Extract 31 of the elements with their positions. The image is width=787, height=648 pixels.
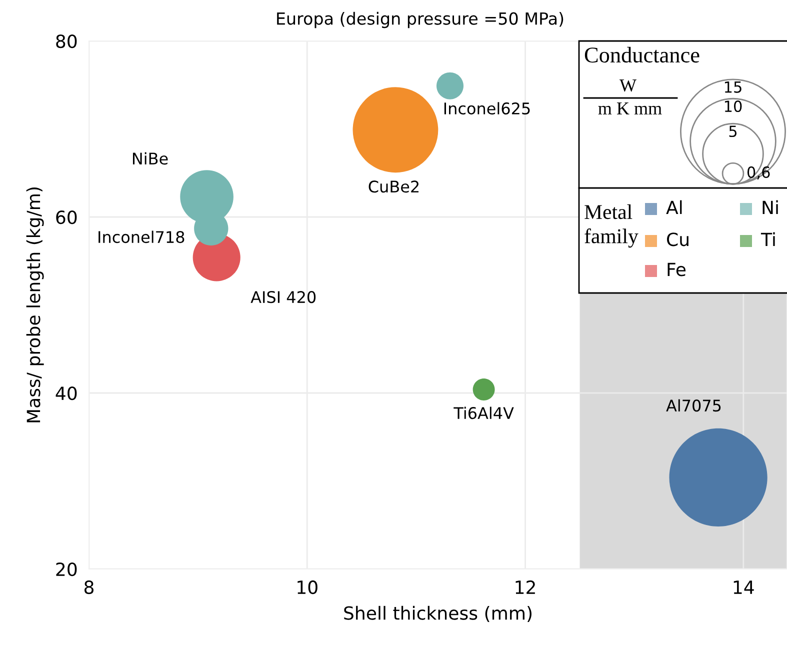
legend-label: 0,6 [747,166,770,180]
chart-title: Europa (design pressure =50 MPa) [277,12,564,28]
y-tick-label: 40 [56,386,77,400]
annotation: Al7075 [666,399,721,412]
annotation: Inconel718 [98,230,184,244]
text: m K mm [598,102,662,114]
annotation: NiBe [132,152,168,165]
annotation: Inconel625 [444,102,530,115]
text: Conductance [584,46,700,63]
x-tick-label: 10 [298,580,318,594]
legend-label: 5 [729,126,737,138]
y-axis-title: Mass/ probe length (kg/m) [26,188,44,422]
text: W [619,80,636,92]
annotation: AISI 420 [250,291,316,304]
x-tick-label: 8 [84,580,94,594]
annotation: Ti6Al4V [454,406,514,420]
y-tick-label: 60 [56,210,77,224]
x-tick-label: 14 [734,580,754,594]
x-tick-label: 12 [516,580,535,594]
legend-label: Fe [668,262,686,276]
legend-label: Cu [667,232,688,246]
annotation: CuBe2 [368,180,419,193]
legend-label: Ti [760,232,775,246]
legend-label: 15 [724,82,742,93]
text: Metal family [584,204,638,248]
y-tick-label: 20 [56,562,77,576]
x-axis-title: Shell thickness (mm) [344,606,532,622]
legend-label: 10 [724,100,742,112]
legend-label: Ni [762,200,778,214]
y-tick-label: 80 [56,34,77,48]
legend-label: Al [666,200,682,214]
